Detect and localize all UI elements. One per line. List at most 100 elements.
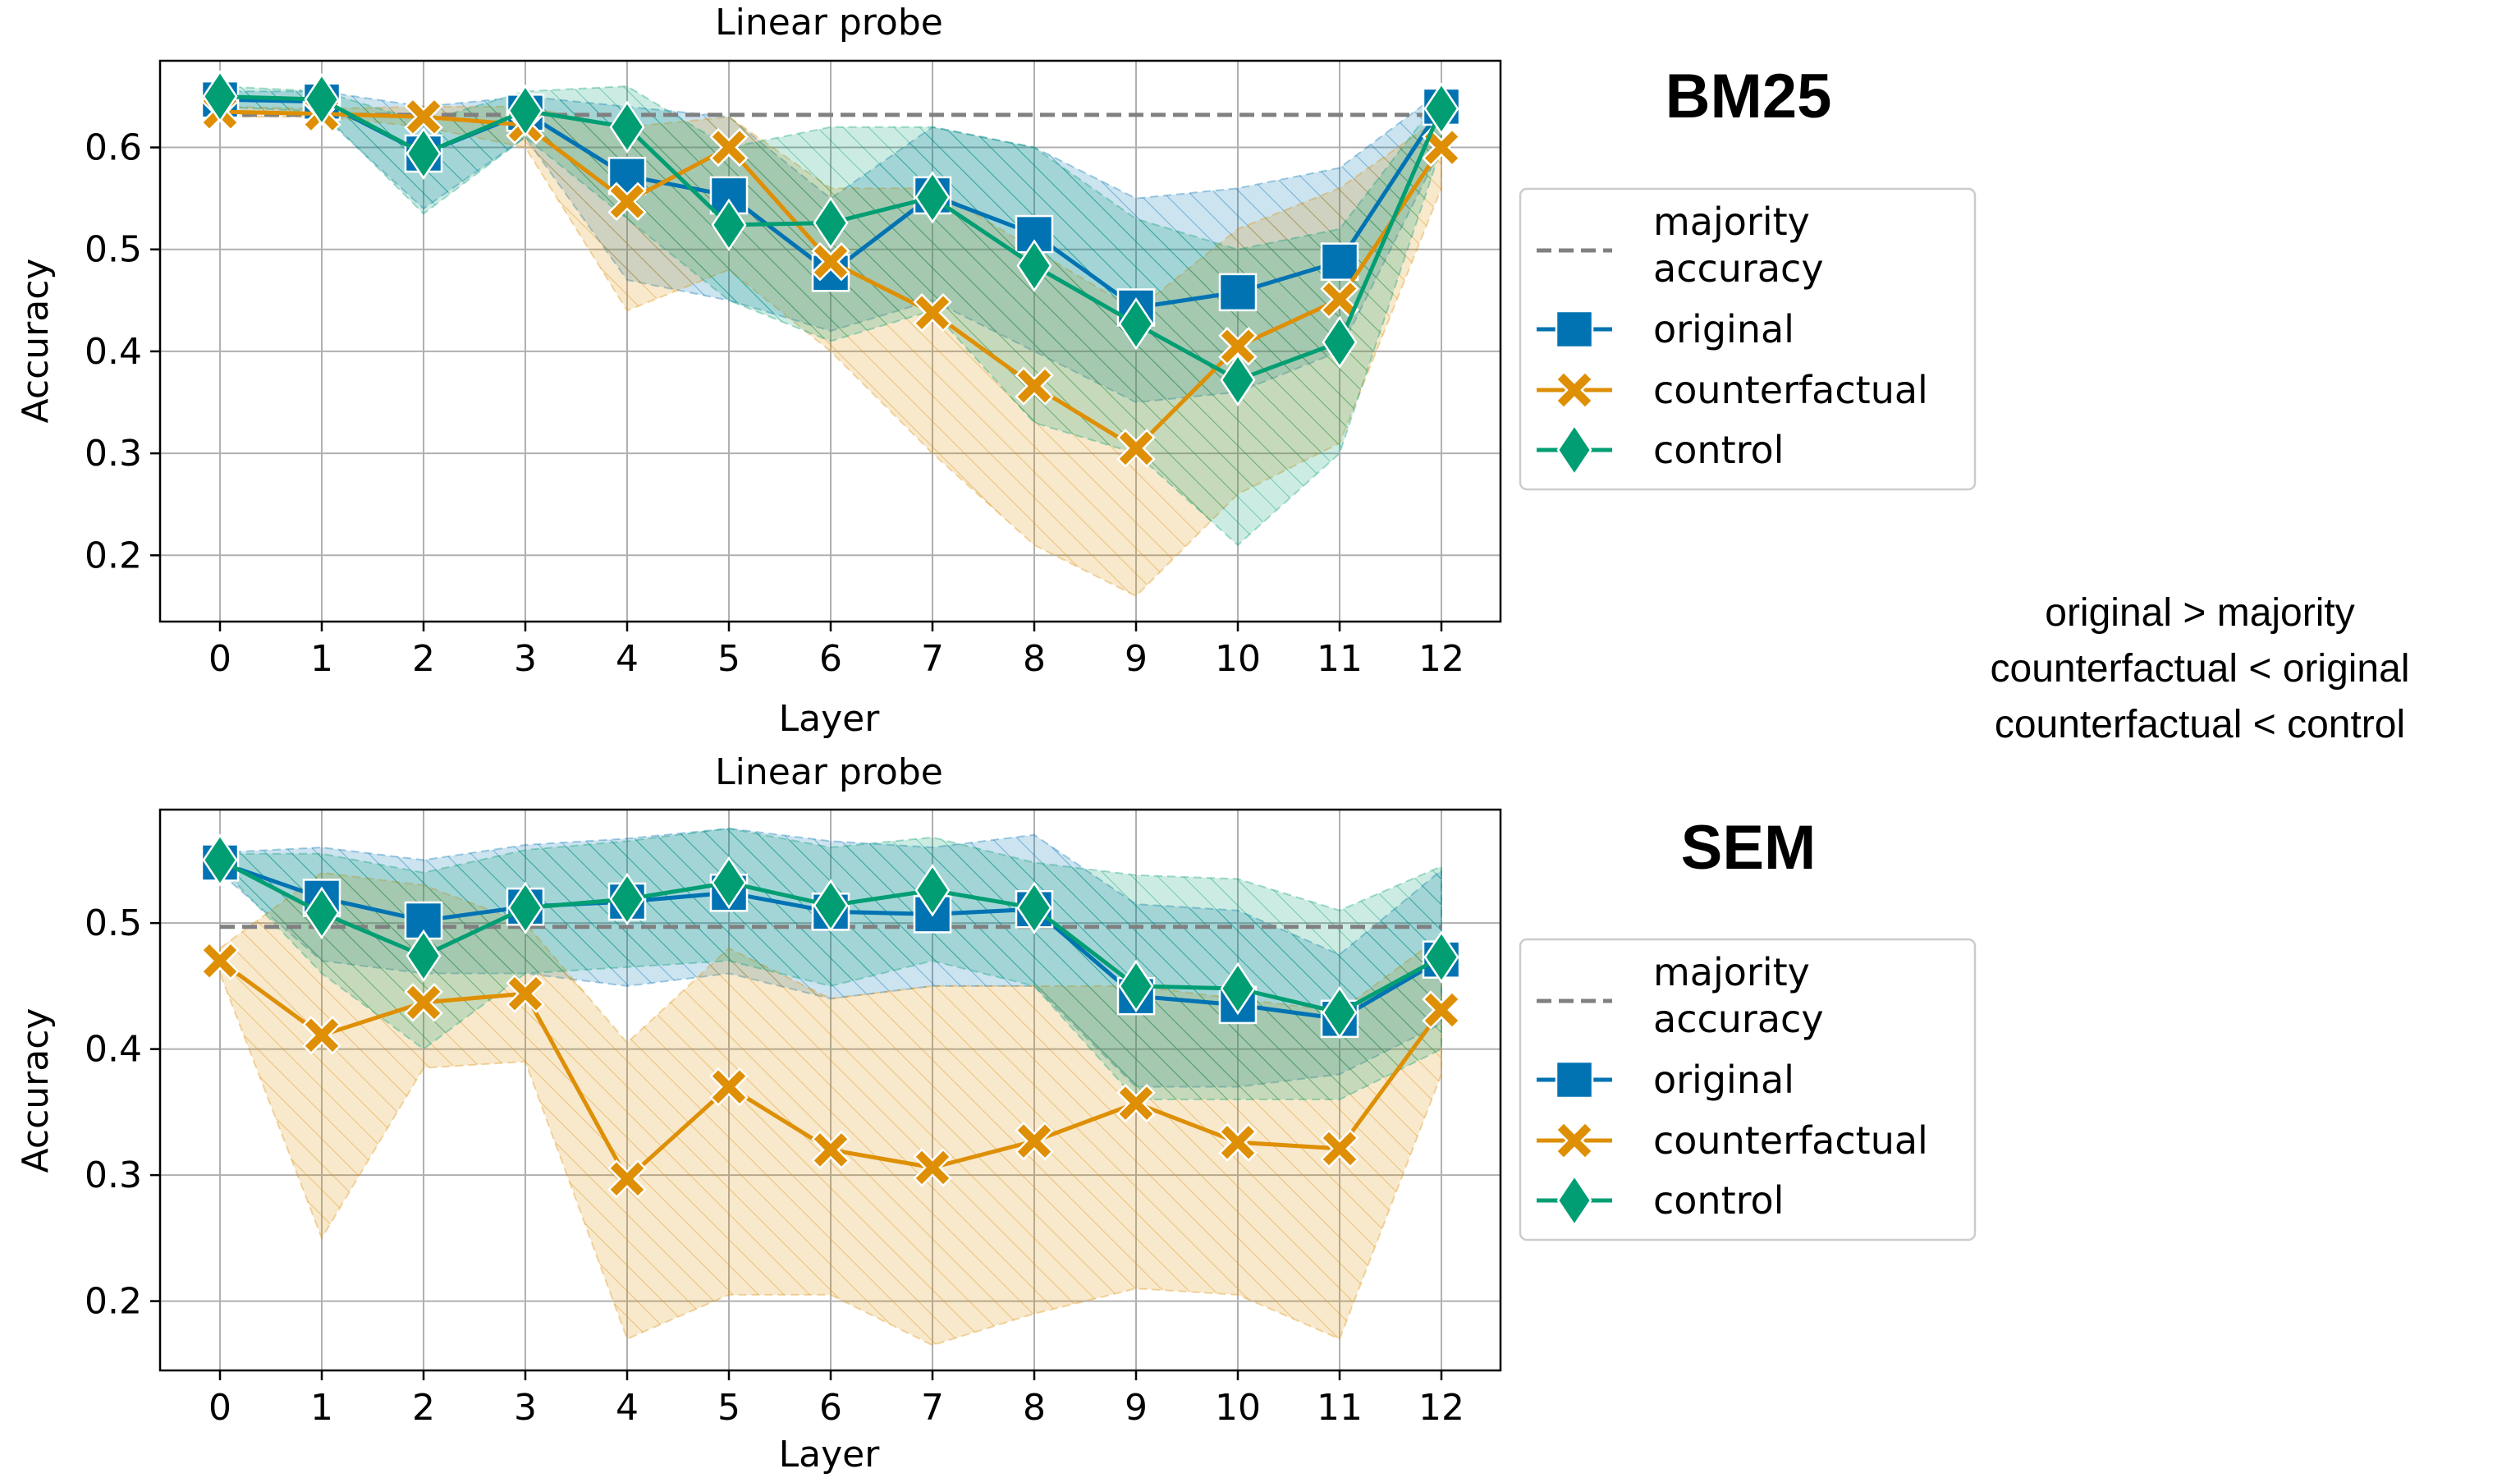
- x-tick-label: 9: [1125, 1387, 1148, 1429]
- annotation-line: original > majority: [2045, 591, 2354, 635]
- x-tick-label: 9: [1125, 638, 1148, 680]
- point-control: [1118, 297, 1154, 351]
- chart-title: Linear probe: [715, 2, 943, 44]
- point-counterfactual: [1422, 990, 1461, 1030]
- x-tick-label: 6: [819, 638, 842, 680]
- point-counterfactual: [200, 941, 240, 980]
- point-control: [1423, 82, 1459, 135]
- point-counterfactual: [1116, 1083, 1156, 1123]
- x-tick-label: 1: [310, 638, 333, 680]
- x-axis-label: Layer: [779, 698, 881, 740]
- point-control: [813, 196, 849, 250]
- x-tick-label: 1: [310, 1387, 333, 1429]
- point-control: [507, 84, 543, 138]
- y-axis: 0.2 0.3 0.4 0.5: [85, 902, 160, 1323]
- panel-title-sem: SEM: [1681, 813, 1817, 883]
- legend-label-original: original: [1653, 307, 1794, 351]
- x-tick-label: 8: [1023, 638, 1046, 680]
- point-counterfactual: [1320, 1129, 1359, 1168]
- point-control: [813, 879, 849, 932]
- point-control: [202, 70, 238, 123]
- legend-label-majority: accuracy: [1653, 246, 1824, 291]
- x-tick-label: 7: [921, 1387, 944, 1429]
- point-counterfactual: [1218, 1122, 1258, 1162]
- point-control: [1220, 353, 1256, 406]
- y-tick-label: 0.4: [85, 1029, 142, 1071]
- x-tick-label: 5: [717, 1387, 740, 1429]
- point-control: [405, 929, 442, 983]
- point-control: [202, 833, 238, 887]
- legend-marker-counterfactual: [1555, 1121, 1594, 1160]
- point-counterfactual: [1422, 127, 1461, 168]
- legend-label-majority: majority: [1653, 200, 1810, 244]
- point-control: [405, 126, 442, 181]
- x-axis: 0 1 2 3 4 5 6 7 8 9 10 11 12: [208, 622, 1464, 680]
- point-control: [1118, 959, 1154, 1013]
- chart-series: [200, 70, 1461, 468]
- legend-label-majority: majority: [1653, 950, 1810, 994]
- point-original: [1218, 273, 1258, 312]
- point-counterfactual: [709, 127, 749, 168]
- chart-title: Linear probe: [715, 751, 943, 793]
- legend-marker-original: [1555, 310, 1594, 349]
- legend-marker-counterfactual: [1555, 370, 1594, 410]
- point-control: [1016, 881, 1052, 934]
- point-control: [1423, 930, 1459, 984]
- point-counterfactual: [607, 1159, 647, 1199]
- x-axis-label: Layer: [779, 1434, 881, 1476]
- x-tick-label: 3: [514, 1387, 537, 1429]
- y-tick-label: 0.6: [85, 127, 142, 169]
- point-control: [507, 881, 543, 934]
- point-counterfactual: [1015, 1121, 1054, 1161]
- x-tick-label: 12: [1418, 638, 1464, 680]
- legend-label-majority: accuracy: [1653, 997, 1824, 1041]
- point-counterfactual: [1116, 429, 1156, 468]
- x-tick-label: 2: [412, 1387, 435, 1429]
- point-original: [1015, 214, 1054, 254]
- point-counterfactual: [404, 97, 443, 137]
- point-counterfactual: [404, 983, 443, 1022]
- point-control: [711, 856, 747, 910]
- x-tick-label: 6: [819, 1387, 842, 1429]
- x-tick-label: 11: [1317, 1387, 1363, 1429]
- legend-marker-control: [1556, 423, 1592, 477]
- y-tick-label: 0.5: [85, 229, 142, 271]
- point-control: [304, 72, 340, 126]
- band-hatch-control: [220, 86, 1441, 545]
- legend-label-counterfactual: counterfactual: [1653, 368, 1928, 412]
- y-tick-label: 0.5: [85, 902, 142, 944]
- x-tick-label: 10: [1215, 638, 1261, 680]
- x-tick-label: 2: [412, 638, 435, 680]
- legend-marker-control: [1556, 1173, 1592, 1228]
- annotation-line: counterfactual < original: [1991, 647, 2410, 691]
- legend-label-counterfactual: counterfactual: [1653, 1118, 1928, 1163]
- point-counterfactual: [1015, 366, 1054, 406]
- point-counterfactual: [709, 1067, 749, 1107]
- point-control: [304, 886, 340, 940]
- y-axis-label: Accuracy: [15, 1008, 57, 1173]
- x-tick-label: 7: [921, 638, 944, 680]
- y-tick-label: 0.3: [85, 1154, 142, 1196]
- criteria-annotation: original > majority counterfactual < ori…: [1991, 591, 2410, 746]
- point-counterfactual: [811, 1130, 850, 1170]
- band-hatch-counterfactual: [220, 106, 1441, 596]
- x-tick-label: 4: [616, 1387, 639, 1429]
- point-control: [914, 863, 951, 917]
- annotation-line: counterfactual < control: [1995, 703, 2405, 746]
- x-tick-label: 4: [616, 638, 639, 680]
- x-tick-label: 0: [208, 1387, 231, 1429]
- y-axis: 0.2 0.3 0.4 0.5 0.6: [85, 127, 160, 576]
- legend-label-original: original: [1653, 1058, 1794, 1102]
- chart-series: [200, 833, 1461, 1199]
- point-counterfactual: [607, 181, 647, 222]
- point-counterfactual: [811, 241, 850, 282]
- point-control: [1322, 985, 1358, 1040]
- panel-title-bm25: BM25: [1665, 62, 1832, 131]
- chart-sem: Linear probe 0.20.30.40.5 0 1 2 3 4 5 6 7 8 9 10 11…: [15, 751, 1502, 1476]
- point-control: [914, 171, 951, 224]
- point-control: [609, 100, 645, 154]
